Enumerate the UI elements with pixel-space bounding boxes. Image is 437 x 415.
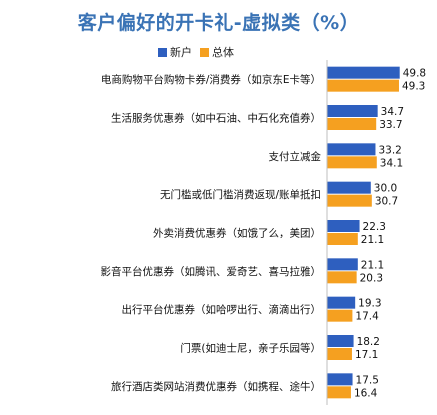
category-label: 无门槛或低门槛消费返现/账单抵扣 xyxy=(160,188,321,201)
value-label: 17.4 xyxy=(355,311,379,323)
value-label: 30.7 xyxy=(375,196,398,208)
bar-series-2 xyxy=(327,386,351,399)
value-label: 19.3 xyxy=(358,298,381,310)
bar-series-2 xyxy=(327,233,358,245)
bar-series-1 xyxy=(327,335,354,347)
bar-series-2 xyxy=(327,156,377,169)
value-label: 20.3 xyxy=(360,272,383,284)
bar-series-1 xyxy=(327,143,376,156)
bar-series-2 xyxy=(327,118,377,130)
bar-series-1 xyxy=(327,373,353,386)
category-label: 影音平台优惠券（如腾讯、爱奇艺、喜马拉雅） xyxy=(101,265,322,278)
chart-title: 客户偏好的开卡礼-虚拟类（%） xyxy=(77,12,360,34)
value-label: 30.0 xyxy=(374,183,397,195)
legend-item-series-2: 总体 xyxy=(200,44,234,60)
bar-series-2 xyxy=(327,194,372,207)
bar-series-1 xyxy=(327,258,358,271)
category-label: 门票(如迪士尼，亲子乐园等） xyxy=(180,342,321,355)
bar-series-2 xyxy=(327,271,357,284)
legend-swatch-series-1 xyxy=(158,47,167,57)
value-label: 21.1 xyxy=(361,259,384,271)
bar-series-1 xyxy=(327,220,360,232)
value-label: 17.1 xyxy=(355,349,378,361)
category-label: 旅行酒店类网站消费优惠券（如携程、途牛） xyxy=(111,380,321,393)
value-label: 34.1 xyxy=(380,157,403,169)
value-label: 49.8 xyxy=(403,68,426,80)
value-label: 16.4 xyxy=(354,387,378,399)
bar-series-1 xyxy=(327,181,371,194)
category-label: 出行平台优惠券（如哈啰出行、滴滴出行） xyxy=(122,303,322,316)
bar-series-2 xyxy=(327,79,399,92)
value-label: 18.2 xyxy=(357,336,380,348)
legend-swatch-series-2 xyxy=(200,47,209,57)
value-label: 33.7 xyxy=(379,119,402,131)
legend: 新户 总体 xyxy=(158,44,242,60)
legend-label-series-2: 总体 xyxy=(212,46,234,59)
category-label: 电商购物平台购物卡券/消费券（如京东E卡等） xyxy=(101,73,321,86)
bar-series-1 xyxy=(327,296,356,309)
legend-label-series-1: 新户 xyxy=(170,46,192,59)
category-label: 外卖消费优惠券（如饿了么，美团） xyxy=(153,227,321,240)
value-label: 17.5 xyxy=(356,374,379,386)
bar-series-2 xyxy=(327,309,353,322)
legend-item-series-1: 新户 xyxy=(158,44,192,60)
value-label: 22.3 xyxy=(363,221,386,233)
bar-series-1 xyxy=(327,105,378,117)
bar-series-2 xyxy=(327,348,352,360)
bar-series-1 xyxy=(327,66,400,79)
category-label: 生活服务优惠券（如中石油、中石化充值券） xyxy=(111,112,321,125)
value-label: 49.3 xyxy=(402,81,425,93)
value-label: 33.2 xyxy=(378,144,401,156)
value-label: 34.7 xyxy=(381,106,404,118)
value-label: 21.1 xyxy=(361,234,384,246)
category-label: 支付立减金 xyxy=(269,150,322,163)
